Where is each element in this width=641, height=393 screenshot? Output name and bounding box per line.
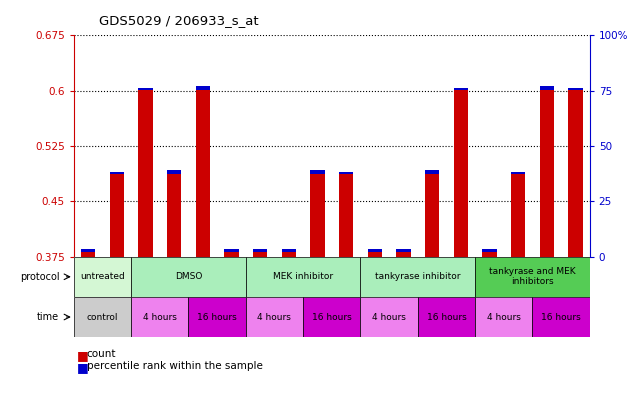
- Bar: [475, 297, 533, 337]
- Bar: [475, 257, 590, 297]
- Bar: [74, 297, 131, 337]
- Bar: [167, 174, 181, 257]
- Text: protocol: protocol: [20, 272, 60, 282]
- Bar: [303, 297, 360, 337]
- Text: 16 hours: 16 hours: [197, 312, 237, 321]
- Text: 16 hours: 16 hours: [426, 312, 466, 321]
- Bar: [482, 252, 497, 257]
- Bar: [310, 174, 324, 257]
- Bar: [253, 249, 267, 252]
- Text: 4 hours: 4 hours: [487, 312, 520, 321]
- Text: untreated: untreated: [80, 272, 125, 281]
- Bar: [540, 86, 554, 90]
- Bar: [224, 252, 238, 257]
- Text: control: control: [87, 312, 118, 321]
- Text: GDS5029 / 206933_s_at: GDS5029 / 206933_s_at: [99, 15, 259, 28]
- Bar: [188, 297, 246, 337]
- Bar: [367, 249, 382, 252]
- Bar: [246, 297, 303, 337]
- Bar: [74, 257, 131, 297]
- Bar: [81, 252, 96, 257]
- Bar: [454, 88, 468, 90]
- Bar: [396, 249, 410, 252]
- Bar: [224, 249, 238, 252]
- Bar: [131, 257, 246, 297]
- Bar: [482, 249, 497, 252]
- Bar: [339, 174, 353, 257]
- Text: 16 hours: 16 hours: [312, 312, 352, 321]
- Bar: [196, 90, 210, 257]
- Bar: [360, 257, 475, 297]
- Bar: [110, 172, 124, 174]
- Bar: [339, 172, 353, 174]
- Bar: [138, 88, 153, 90]
- Text: 4 hours: 4 hours: [258, 312, 291, 321]
- Bar: [138, 90, 153, 257]
- Bar: [568, 88, 583, 90]
- Text: count: count: [87, 349, 116, 359]
- Bar: [367, 252, 382, 257]
- Bar: [425, 170, 439, 174]
- Bar: [110, 174, 124, 257]
- Bar: [167, 170, 181, 174]
- Text: MEK inhibitor: MEK inhibitor: [273, 272, 333, 281]
- Bar: [533, 297, 590, 337]
- Bar: [281, 249, 296, 252]
- Bar: [396, 252, 410, 257]
- Bar: [425, 174, 439, 257]
- Bar: [360, 297, 418, 337]
- Bar: [418, 297, 475, 337]
- Text: DMSO: DMSO: [175, 272, 202, 281]
- Bar: [568, 90, 583, 257]
- Bar: [131, 297, 188, 337]
- Text: tankyrase and MEK
inhibitors: tankyrase and MEK inhibitors: [489, 267, 576, 286]
- Bar: [196, 86, 210, 90]
- Bar: [281, 252, 296, 257]
- Bar: [310, 170, 324, 174]
- Bar: [454, 90, 468, 257]
- Bar: [511, 174, 525, 257]
- Text: percentile rank within the sample: percentile rank within the sample: [87, 361, 262, 371]
- Text: time: time: [37, 312, 60, 322]
- Bar: [246, 257, 360, 297]
- Bar: [81, 249, 96, 252]
- Bar: [511, 172, 525, 174]
- Text: ■: ■: [77, 349, 88, 362]
- Text: 16 hours: 16 hours: [541, 312, 581, 321]
- Bar: [540, 90, 554, 257]
- Text: 4 hours: 4 hours: [143, 312, 177, 321]
- Text: 4 hours: 4 hours: [372, 312, 406, 321]
- Text: ■: ■: [77, 361, 88, 374]
- Text: tankyrase inhibitor: tankyrase inhibitor: [375, 272, 460, 281]
- Bar: [253, 252, 267, 257]
